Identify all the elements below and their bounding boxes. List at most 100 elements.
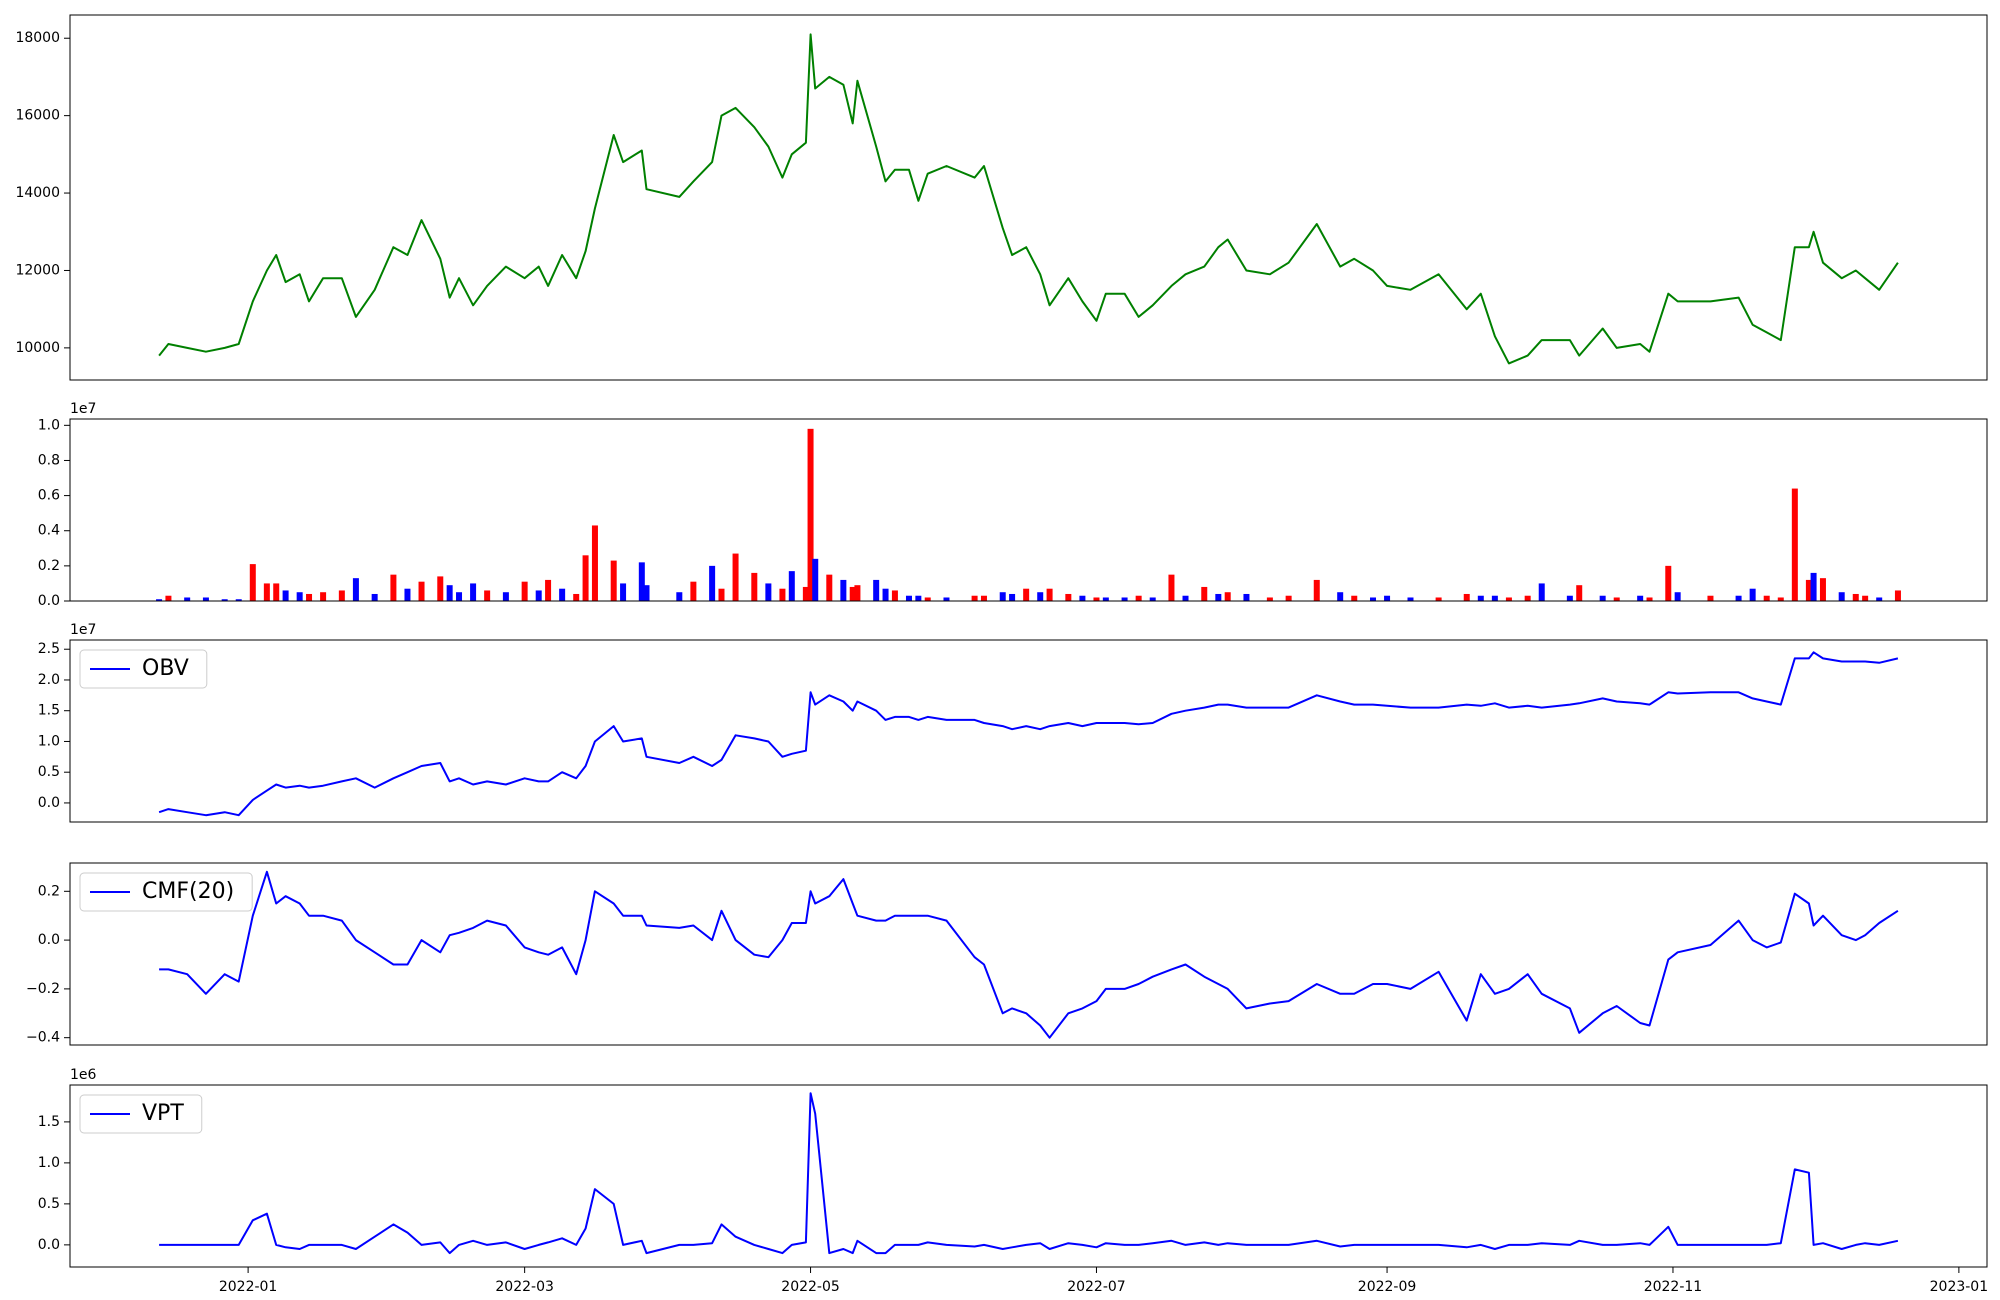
panel-frame: [69, 14, 1988, 381]
y-tick-label: 16000: [15, 108, 60, 124]
offset-text: 1e7: [70, 622, 96, 638]
y-tick-label: 0.5: [38, 764, 60, 780]
volume-bar: [1384, 595, 1391, 601]
legend-text: CMF(20): [142, 879, 234, 904]
volume-bar: [320, 592, 327, 601]
y-tick-label: 1.0: [38, 417, 60, 433]
panel-frame: [69, 1084, 1988, 1268]
volume-bar: [273, 583, 280, 601]
volume-bar: [971, 595, 978, 601]
volume-bar: [826, 574, 833, 601]
volume-bar: [437, 576, 444, 601]
volume-bar: [638, 562, 645, 601]
volume-bar: [1435, 597, 1442, 601]
y-tick-label: 2.5: [38, 641, 60, 657]
y-tick-label: 0.6: [38, 488, 60, 504]
volume-bar: [676, 592, 683, 601]
y-tick-label: 10000: [15, 340, 60, 356]
y-tick-label: 12000: [15, 262, 60, 278]
volume-bar: [1491, 595, 1498, 601]
panel-frame: [69, 639, 1988, 823]
volume-bar: [1102, 597, 1109, 601]
volume-bar: [1215, 593, 1222, 601]
volume-bar: [502, 592, 509, 601]
volume-bar: [352, 578, 359, 601]
y-tick-label: 0.0: [38, 795, 60, 811]
volume-bar: [1243, 593, 1250, 601]
volume-bar: [1862, 595, 1869, 601]
offset-text: 1e6: [70, 1067, 97, 1083]
x-tick-label: 2022-11: [1644, 1279, 1703, 1295]
y-tick-label: 0.8: [38, 452, 60, 468]
volume-bar: [202, 597, 209, 601]
volume-bar: [840, 579, 847, 601]
volume-bar: [915, 595, 922, 601]
y-tick-label: 1.5: [38, 1114, 60, 1130]
volume-bar: [751, 572, 758, 601]
volume-bar: [873, 579, 880, 601]
legend: OBV: [79, 649, 208, 689]
y-tick-label: 1.5: [38, 703, 60, 719]
volume-bar: [1285, 595, 1292, 601]
volume-bar: [446, 585, 453, 601]
volume-bar: [1819, 578, 1826, 601]
volume-bar: [156, 599, 163, 601]
volume-bar: [1791, 488, 1798, 601]
volume-bar: [235, 599, 242, 601]
volume-bar: [732, 553, 739, 601]
volume-bar: [296, 592, 303, 601]
volume-bar: [1121, 597, 1128, 601]
y-tick-label: 18000: [15, 30, 60, 46]
volume-bar: [807, 428, 814, 601]
legend-box: [79, 649, 208, 689]
panel-frame: [69, 418, 1988, 602]
volume-bar: [591, 525, 598, 601]
volume-bar: [263, 583, 270, 601]
volume-bar: [390, 574, 397, 601]
data-line: [158, 651, 1899, 817]
volume-bar: [1313, 579, 1320, 601]
volume-bar: [779, 588, 786, 601]
y-tick-label: 0.0: [38, 932, 60, 948]
volume-bar: [788, 571, 795, 601]
volume-bar: [371, 593, 378, 601]
volume-bar: [338, 590, 345, 601]
volume-bar: [1599, 595, 1606, 601]
volume-bar: [709, 565, 716, 601]
volume-bar: [1135, 595, 1142, 601]
data-line: [159, 1092, 1899, 1255]
volume-bar: [404, 588, 411, 601]
y-tick-label: 2.0: [38, 672, 60, 688]
volume-bar: [1894, 590, 1901, 601]
volume-bar: [891, 590, 898, 601]
volume-bar: [306, 593, 313, 601]
volume-bar: [905, 595, 912, 601]
volume-bar: [535, 590, 542, 601]
volume-bar: [456, 592, 463, 601]
data-line: [158, 33, 1899, 365]
volume-bar: [1576, 585, 1583, 601]
volume-bar: [484, 590, 491, 601]
volume-bar: [1224, 592, 1231, 601]
volume-bar: [999, 592, 1006, 601]
y-tick-label: 0.2: [38, 558, 60, 574]
volume-bar: [849, 586, 856, 601]
volume-bar: [1665, 565, 1672, 601]
volume-bar: [690, 581, 697, 601]
volume-bar: [1613, 597, 1620, 601]
volume-bar: [1079, 595, 1086, 601]
volume-bar: [1463, 593, 1470, 601]
y-tick-label: 0.5: [38, 1196, 60, 1212]
legend-text: VPT: [142, 1101, 184, 1126]
volume-bar: [1566, 595, 1573, 601]
volume-bar: [1505, 597, 1512, 601]
x-tick-label: 2022-01: [219, 1279, 278, 1295]
volume-bar: [1407, 597, 1414, 601]
volume-bar: [1805, 579, 1812, 601]
volume-bar: [620, 583, 627, 601]
y-tick-label: 0.0: [38, 593, 60, 609]
volume-bar: [1477, 595, 1484, 601]
volume-bar: [1149, 597, 1156, 601]
volume-bar: [573, 593, 580, 601]
panel-frame: [69, 862, 1988, 1046]
